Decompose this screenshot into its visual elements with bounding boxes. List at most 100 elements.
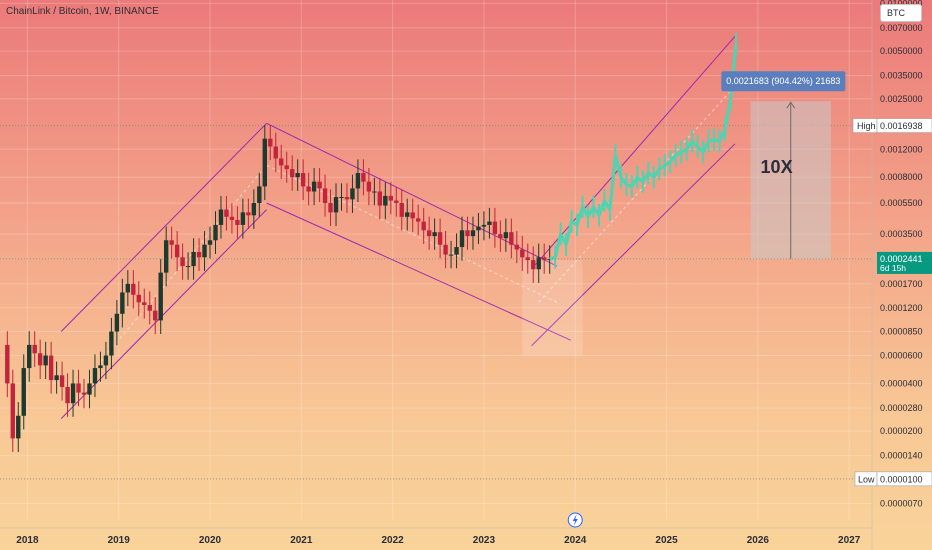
candle-body [224, 209, 229, 217]
price-tick-label: 0.0001200 [880, 303, 923, 313]
candle-body [536, 257, 541, 270]
price-tick-label: 0.0005500 [880, 198, 923, 208]
time-tick-label: 2023 [473, 535, 496, 546]
candle-body [92, 368, 98, 384]
multiplier-label: 10X [761, 157, 793, 177]
candle-body [251, 203, 257, 216]
price-tick-label: 0.0070000 [880, 23, 923, 33]
candle-body [136, 294, 141, 303]
channel-1-upper-line [60, 122, 267, 332]
candle-body [289, 169, 295, 178]
channel-2-lower-line [266, 202, 571, 341]
candle-body [76, 383, 81, 393]
current-price-countdown: 6d 15h [880, 263, 906, 273]
candle-body [547, 258, 552, 261]
candle-body [328, 203, 333, 213]
price-tick-label: 0.0000400 [880, 378, 923, 388]
candle-body [202, 244, 207, 258]
price-tick-label: 0.0000280 [880, 403, 923, 413]
time-tick-label: 2019 [108, 535, 131, 546]
candle-body [459, 230, 465, 248]
measure-tooltip-box [721, 71, 846, 92]
low-tag-value-box [876, 471, 932, 487]
candle-body [295, 173, 300, 178]
candle-body [109, 331, 114, 356]
candle-body [514, 244, 520, 250]
candle-body [158, 272, 163, 321]
candle-body [361, 173, 366, 182]
measure-arrowhead [786, 101, 796, 109]
projection-zone [522, 260, 583, 356]
candle-body [37, 353, 43, 366]
chart-grid [0, 125, 872, 480]
low-tag-label: Low [858, 474, 875, 484]
candle-body [48, 355, 54, 381]
candle-body [437, 232, 443, 245]
candle-body [81, 392, 87, 395]
candle-body [399, 203, 404, 217]
candle-body [70, 383, 76, 404]
time-tick-label: 2027 [838, 535, 861, 546]
time-tick-label: 2021 [290, 535, 313, 546]
candle-body [498, 234, 503, 239]
candle-body [65, 386, 70, 404]
candle-body [246, 212, 251, 216]
high-tag-value-box [876, 118, 932, 133]
channel-3-lower-line [531, 143, 736, 347]
candle-body [350, 188, 355, 200]
candle-body [542, 257, 547, 261]
currency-button[interactable]: BTC [880, 4, 922, 22]
current-price-tag [877, 251, 932, 274]
projection-series [549, 33, 738, 269]
candle-body [410, 212, 415, 219]
candle-body [163, 240, 169, 273]
candle-body [10, 383, 15, 439]
candlestick-series [5, 125, 552, 453]
price-axis-panel [872, 0, 932, 550]
candle-body [284, 165, 289, 170]
price-tick-label: 0.0050000 [880, 46, 923, 56]
candle-body [5, 344, 10, 384]
price-tick-label: 0.0012000 [880, 144, 923, 154]
candle-body [311, 181, 317, 192]
lightning-bolt [572, 514, 578, 526]
candle-body [317, 181, 322, 189]
channel-1-lower-line [60, 209, 267, 419]
price-tick-label: 0.0000600 [880, 351, 923, 361]
candle-body [54, 375, 59, 381]
candle-body [59, 375, 65, 387]
candle-body [470, 230, 476, 237]
time-tick-label: 2025 [655, 535, 678, 546]
candle-body [476, 226, 481, 231]
current-price-value: 0.0002441 [880, 254, 923, 264]
candle-body [377, 191, 383, 206]
candle-body [169, 240, 174, 245]
candle-body [120, 292, 125, 314]
candle-body [383, 195, 388, 206]
candle-body [142, 302, 147, 305]
candle-body [432, 232, 437, 237]
candle-body [300, 173, 306, 187]
candle-body [235, 219, 240, 225]
candle-body [448, 254, 454, 256]
candle-body [465, 230, 470, 237]
candle-body [388, 195, 394, 201]
channel-2-upper-line [266, 122, 558, 267]
candle-body [454, 247, 459, 255]
price-tick-label: 0.0000070 [880, 498, 923, 508]
candle-body [191, 251, 196, 267]
candle-body [525, 257, 530, 261]
candle-body [421, 221, 426, 231]
candle-body [257, 186, 262, 204]
candle-body [153, 310, 158, 321]
price-tick-label: 0.0000850 [880, 327, 923, 337]
chart-annotations: 10X 0.0021683 (904.42%) 21683 [567, 71, 846, 528]
low-tag-value: 0.0000100 [880, 474, 923, 484]
candle-body [131, 283, 136, 295]
time-tick-label: 2020 [199, 535, 222, 546]
price-tick-label: 0.0008000 [880, 172, 923, 182]
candle-body [279, 158, 284, 166]
candle-body [426, 230, 432, 237]
candle-body [185, 266, 191, 268]
